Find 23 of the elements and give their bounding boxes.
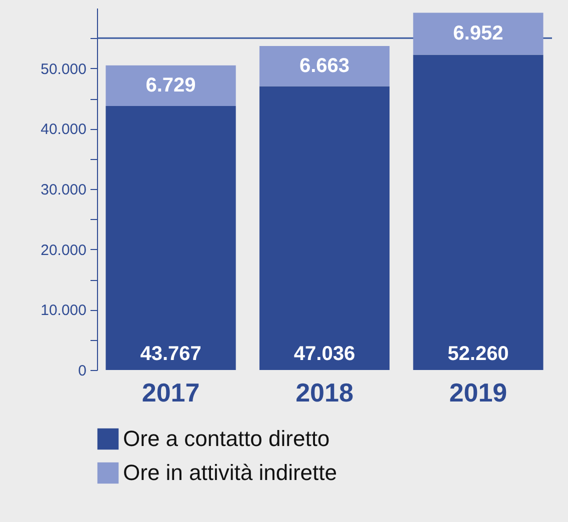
data-label: 52.260 xyxy=(448,343,509,365)
legend-label: Ore in attività indirette xyxy=(123,460,337,485)
data-label: 47.036 xyxy=(294,343,356,365)
y-tick-label: 0 xyxy=(78,362,86,380)
y-tick-label: 40.000 xyxy=(40,121,86,138)
data-label: 6.952 xyxy=(453,22,504,45)
y-tick-label: 10.000 xyxy=(40,302,86,320)
bar xyxy=(106,65,236,106)
bar xyxy=(106,106,236,370)
x-tick-label: 2019 xyxy=(449,378,508,408)
legend-label: Ore a contatto diretto xyxy=(123,426,330,451)
bar xyxy=(413,12,544,55)
y-tick-label: 30.000 xyxy=(40,182,86,198)
bar xyxy=(259,86,390,370)
x-tick-label: 2017 xyxy=(142,378,200,408)
y-tick-label: 20.000 xyxy=(40,242,86,259)
data-label: 6.663 xyxy=(299,55,350,78)
y-tick-label: 50.000 xyxy=(40,60,86,78)
x-tick-label: 2018 xyxy=(296,378,354,408)
bar xyxy=(259,46,390,86)
data-label: 6.729 xyxy=(146,74,196,97)
bar xyxy=(413,54,544,370)
data-label: 43.767 xyxy=(140,343,202,365)
